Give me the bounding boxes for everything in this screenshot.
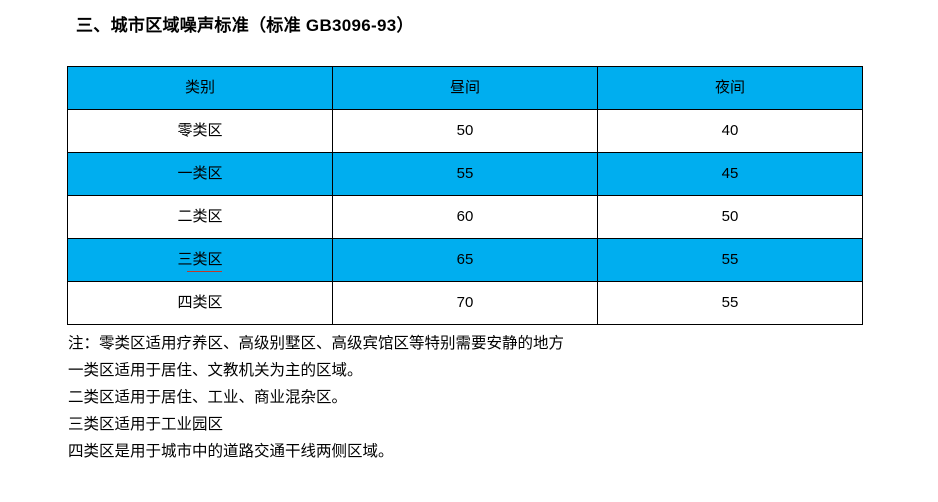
- note-line: 三类区适用于工业园区: [68, 416, 224, 433]
- cell-nighttime: 50: [597, 195, 863, 239]
- cell-daytime-value: 70: [456, 294, 474, 311]
- note-line: 一类区适用于居住、文教机关为主的区域。: [68, 362, 363, 379]
- cell-daytime-value: 65: [456, 251, 474, 268]
- cell-category: 二类区: [67, 195, 333, 239]
- table-row: 一类区 55 45: [67, 152, 863, 196]
- table-row: 三类区 65 55: [67, 238, 863, 282]
- cell-nighttime-value: 45: [721, 165, 739, 182]
- cell-category-label: 零类区: [177, 122, 223, 139]
- cell-daytime: 50: [332, 109, 598, 153]
- noise-standards-table: 类别 昼间 夜间 零类区 50 40 一类区 5: [67, 66, 863, 325]
- cell-nighttime: 40: [597, 109, 863, 153]
- cell-daytime-value: 50: [456, 122, 474, 139]
- table-row: 四类区 70 55: [67, 281, 863, 325]
- cell-nighttime-value: 50: [721, 208, 739, 225]
- column-header-category-label: 类别: [184, 79, 215, 96]
- note-line: 二类区适用于居住、工业、商业混杂区。: [68, 389, 348, 406]
- cell-category-label: 一类区: [177, 165, 223, 182]
- cell-daytime: 65: [332, 238, 598, 282]
- notes-section: 注：零类区适用疗养区、高级别墅区、高级宾馆区等特别需要安静的地方 一类区适用于居…: [68, 330, 888, 465]
- cell-nighttime: 45: [597, 152, 863, 196]
- cell-category-label: 三类区: [177, 251, 223, 272]
- page-title: 三、城市区域噪声标准（标准 GB3096-93）: [76, 16, 414, 35]
- note-line: 注：零类区适用疗养区、高级别墅区、高级宾馆区等特别需要安静的地方: [68, 335, 565, 352]
- cell-nighttime: 55: [597, 238, 863, 282]
- cell-category: 零类区: [67, 109, 333, 153]
- cell-daytime-value: 60: [456, 208, 474, 225]
- cell-nighttime-value: 55: [721, 251, 739, 268]
- cell-daytime: 70: [332, 281, 598, 325]
- table-header-row: 类别 昼间 夜间: [67, 66, 863, 110]
- table-row: 二类区 60 50: [67, 195, 863, 239]
- cell-daytime: 60: [332, 195, 598, 239]
- note-line: 四类区是用于城市中的道路交通干线两侧区域。: [68, 443, 394, 460]
- cell-category: 四类区: [67, 281, 333, 325]
- column-header-category: 类别: [67, 66, 333, 110]
- cell-nighttime: 55: [597, 281, 863, 325]
- cell-nighttime-value: 40: [721, 122, 739, 139]
- table-row: 零类区 50 40: [67, 109, 863, 153]
- column-header-daytime: 昼间: [332, 66, 598, 110]
- cell-daytime: 55: [332, 152, 598, 196]
- cell-category: 一类区: [67, 152, 333, 196]
- cell-category-label: 四类区: [177, 294, 223, 311]
- cell-nighttime-value: 55: [721, 294, 739, 311]
- column-header-daytime-label: 昼间: [449, 79, 480, 96]
- cell-category: 三类区: [67, 238, 333, 282]
- column-header-nighttime-label: 夜间: [714, 79, 745, 96]
- cell-daytime-value: 55: [456, 165, 474, 182]
- cell-category-label: 二类区: [177, 208, 223, 225]
- column-header-nighttime: 夜间: [597, 66, 863, 110]
